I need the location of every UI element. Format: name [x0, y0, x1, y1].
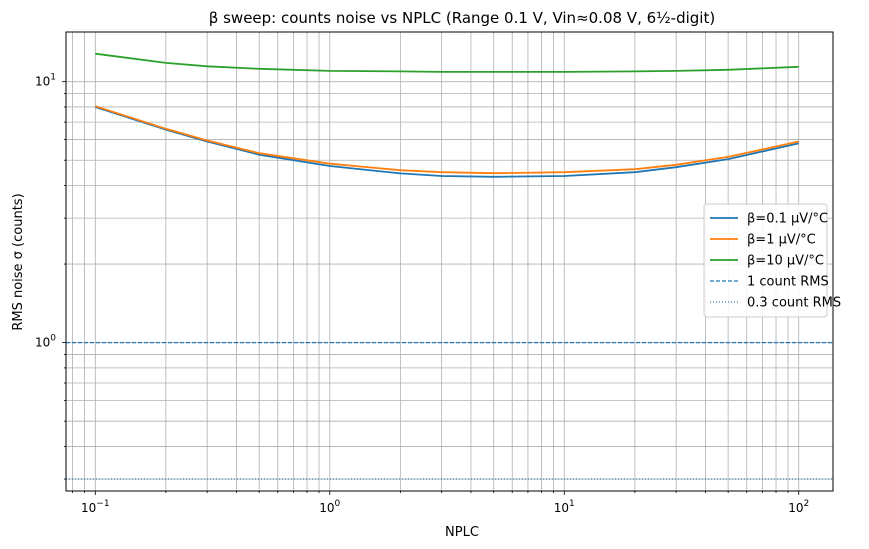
legend-label: 0.3 count RMS [747, 296, 841, 311]
legend-label: 1 count RMS [747, 275, 829, 290]
y-tick-label: 101 [35, 73, 56, 89]
legend-label: β=10 µV/°C [747, 254, 824, 269]
x-tick-label: 100 [319, 499, 340, 515]
series-line-3 [95, 52, 799, 73]
series-line-1 [95, 106, 799, 178]
x-tick-label: 101 [554, 499, 575, 515]
chart-title: β sweep: counts noise vs NPLC (Range 0.1… [209, 9, 715, 27]
y-tick-label: 100 [35, 334, 56, 350]
ticks: 10−1 100 101 102 100 101 [35, 73, 809, 515]
x-axis-label: NPLC [445, 525, 479, 540]
series-lines [66, 52, 833, 480]
legend-box [703, 203, 828, 318]
x-tick-label: 102 [788, 499, 809, 515]
legend: β=0.1 µV/°C β=1 µV/°C β=10 µV/°C 1 count RM… [703, 203, 841, 318]
x-tick-label: 10−1 [81, 499, 110, 515]
y-axis-label: RMS noise σ (counts) [11, 193, 26, 330]
legend-label: β=0.1 µV/°C [747, 212, 828, 227]
legend-label: β=1 µV/°C [747, 233, 816, 248]
series-line-2 [95, 105, 799, 175]
plot-frame [65, 31, 834, 492]
